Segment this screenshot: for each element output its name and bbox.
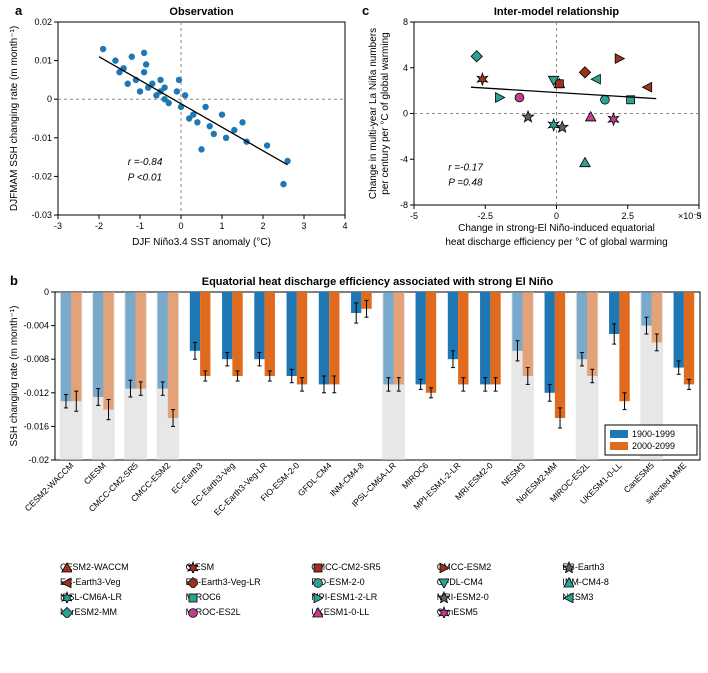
svg-text:-0.012: -0.012: [23, 388, 49, 398]
svg-text:SSH changing rate (m month⁻¹): SSH changing rate (m month⁻¹): [9, 306, 20, 447]
legend-item-MPI-ESM1-2-LR: MPI-ESM1-2-LR: [311, 592, 419, 602]
svg-text:×10⁻³: ×10⁻³: [678, 211, 701, 221]
svg-text:Inter-model relationship: Inter-model relationship: [494, 6, 620, 18]
legend-item-CESM2-WACCM: CESM2-WACCM: [60, 562, 168, 572]
svg-text:2.5: 2.5: [621, 211, 634, 221]
svg-text:-0.004: -0.004: [23, 321, 49, 331]
svg-text:MIROC6: MIROC6: [400, 460, 431, 491]
svg-text:c: c: [362, 3, 369, 18]
svg-text:0.01: 0.01: [34, 56, 52, 66]
svg-text:-2.5: -2.5: [477, 211, 493, 221]
svg-text:-0.02: -0.02: [28, 455, 49, 465]
svg-text:-1: -1: [136, 221, 144, 231]
svg-text:CIESM: CIESM: [82, 460, 108, 486]
svg-text:0: 0: [554, 211, 559, 221]
svg-text:2000-2099: 2000-2099: [632, 441, 675, 451]
legend-item-EC-Earth3: EC-Earth3: [562, 562, 670, 572]
svg-text:Observation: Observation: [169, 6, 233, 18]
svg-text:Change in multi-year La Niña n: Change in multi-year La Niña numbers: [368, 28, 379, 199]
svg-text:1: 1: [219, 221, 224, 231]
legend-item-NESM3: NESM3: [562, 592, 670, 602]
svg-text:-8: -8: [400, 200, 408, 210]
svg-text:0: 0: [403, 109, 408, 119]
svg-text:-5: -5: [410, 211, 418, 221]
svg-text:NESM3: NESM3: [499, 460, 527, 488]
svg-text:-2: -2: [95, 221, 103, 231]
svg-text:-4: -4: [400, 154, 408, 164]
svg-text:Equatorial heat discharge effi: Equatorial heat discharge efficiency ass…: [202, 276, 554, 288]
svg-text:0.02: 0.02: [34, 17, 52, 27]
svg-text:DJFMAM SSH changing rate (m mo: DJFMAM SSH changing rate (m month⁻¹): [9, 26, 20, 211]
svg-text:Change in strong-El Niño-induc: Change in strong-El Niño-induced equator…: [458, 223, 655, 234]
svg-text:-0.008: -0.008: [23, 354, 49, 364]
legend-item-IPSL-CM6A-LR: IPSL-CM6A-LR: [60, 592, 168, 602]
svg-text:CESM2-WACCM: CESM2-WACCM: [23, 460, 76, 513]
model-legend: CESM2-WACCM CIESM CMCC-CM2-SR5 CMCC-ESM2 EC-…: [60, 562, 680, 620]
svg-text:1900-1999: 1900-1999: [632, 429, 675, 439]
svg-text:r =-0.84: r =-0.84: [128, 157, 163, 168]
panel-b-svg: -0.02 -0.016 -0.012 -0.008 -0.004 0 CESM2-WACC…: [0, 270, 708, 560]
legend-item-EC-Earth3-Veg-LR: EC-Earth3-Veg-LR: [186, 577, 294, 587]
legend-item-CMCC-CM2-SR5: CMCC-CM2-SR5: [311, 562, 419, 572]
svg-text:heat discharge efficiency per: heat discharge efficiency per °C of glob…: [445, 237, 667, 248]
svg-text:-0.01: -0.01: [31, 133, 52, 143]
legend-item-EC-Earth3-Veg: EC-Earth3-Veg: [60, 577, 168, 587]
legend-item-MIROC6: MIROC6: [186, 592, 294, 602]
svg-text:2: 2: [260, 221, 265, 231]
legend-item-MRI-ESM2-0: MRI-ESM2-0: [437, 592, 545, 602]
svg-text:4: 4: [403, 63, 408, 73]
legend-item-CMCC-ESM2: CMCC-ESM2: [437, 562, 545, 572]
legend-item-GFDL-CM4: GFDL-CM4: [437, 577, 545, 587]
svg-text:4: 4: [342, 221, 347, 231]
svg-text:P <0.01: P <0.01: [128, 172, 162, 183]
svg-text:-0.016: -0.016: [23, 421, 49, 431]
legend-item-FIO-ESM-2-0: FIO-ESM-2-0: [311, 577, 419, 587]
svg-text:b: b: [10, 273, 18, 288]
svg-text:8: 8: [403, 17, 408, 27]
legend-item-CanESM5: CanESM5: [437, 607, 545, 617]
panel-c-svg: -5-2.502.55-8-4048Inter-model relationsh…: [354, 0, 708, 260]
svg-text:0: 0: [47, 94, 52, 104]
legend-item-UKESM1-0-LL: UKESM1-0-LL: [311, 607, 419, 617]
svg-text:a: a: [15, 3, 23, 18]
svg-text:r =-0.17: r =-0.17: [448, 163, 483, 174]
svg-text:3: 3: [301, 221, 306, 231]
legend-item-INM-CM4-8: INM-CM4-8: [562, 577, 670, 587]
legend-item-CIESM: CIESM: [186, 562, 294, 572]
figure-container: -3 -2 -1 0 1 2 3 4 -0.03 -0.02 -0.01 0 0.01 0.02 Obser…: [0, 0, 708, 673]
legend-item-NorESM2-MM: NorESM2-MM: [60, 607, 168, 617]
svg-text:0: 0: [178, 221, 183, 231]
svg-text:-3: -3: [54, 221, 62, 231]
svg-text:DJF Niño3.4 SST anomaly (°C): DJF Niño3.4 SST anomaly (°C): [132, 237, 271, 248]
svg-text:P =0.48: P =0.48: [448, 178, 483, 189]
svg-text:per century per °C of global w: per century per °C of global warming: [380, 32, 391, 194]
svg-text:-0.03: -0.03: [31, 210, 52, 220]
legend-item-MIROC-ES2L: MIROC-ES2L: [186, 607, 294, 617]
svg-text:0: 0: [44, 287, 49, 297]
svg-text:-0.02: -0.02: [31, 171, 52, 181]
panel-a-svg: -3 -2 -1 0 1 2 3 4 -0.03 -0.02 -0.01 0 0.01 0.02 Obser…: [0, 0, 354, 260]
